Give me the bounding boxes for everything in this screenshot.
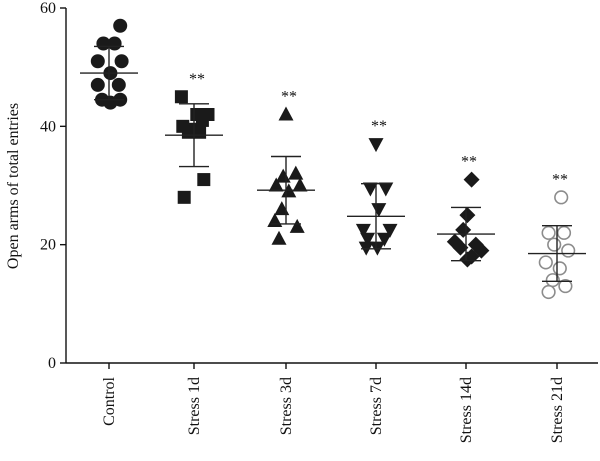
data-point [289, 218, 305, 233]
significance-label: ** [371, 118, 387, 135]
series-stress-21d: ** [528, 171, 586, 300]
data-point [113, 18, 128, 33]
series-stress-3d: ** [257, 89, 315, 245]
data-point [362, 182, 378, 197]
data-marks: ** ** ** ** ** [80, 18, 586, 300]
series-stress-14d: ** [437, 154, 495, 268]
data-point [268, 177, 284, 192]
data-point [197, 173, 211, 187]
data-point [473, 242, 490, 259]
x-tick-label: Stress 21d [549, 377, 566, 443]
data-point [455, 221, 472, 238]
significance-label: ** [189, 71, 205, 88]
data-point [111, 77, 126, 92]
significance-label: ** [552, 171, 568, 188]
data-point [181, 125, 195, 139]
x-tick-label: Stress 14d [458, 377, 475, 443]
data-point [538, 255, 553, 270]
data-point [554, 190, 569, 205]
data-point [552, 261, 567, 276]
x-tick-label: Stress 3d [278, 377, 295, 435]
data-point [193, 125, 207, 139]
data-point [459, 207, 476, 224]
significance-label: ** [281, 89, 297, 106]
data-point [90, 54, 105, 69]
data-point [114, 54, 129, 69]
data-point [452, 239, 469, 256]
data-point [378, 182, 394, 197]
data-point [463, 171, 480, 188]
y-axis-title: Open arms of total entries [5, 103, 22, 269]
y-tick-label: 40 [40, 118, 56, 135]
data-point [556, 225, 572, 240]
data-point [541, 225, 556, 240]
data-point [288, 165, 304, 180]
x-tick-label: Stress 1d [186, 377, 203, 435]
y-tick-label: 0 [48, 355, 56, 372]
significance-label: ** [461, 154, 477, 171]
data-point [278, 106, 294, 121]
data-point [275, 168, 291, 183]
data-point [371, 203, 387, 218]
series-stress-1d: ** [165, 71, 223, 204]
data-point [382, 223, 398, 238]
data-point [90, 77, 105, 92]
data-point [274, 201, 290, 216]
series-stress-7d: ** [347, 118, 405, 256]
data-point [177, 190, 191, 204]
data-point [368, 138, 384, 153]
data-point [360, 232, 376, 247]
y-tick-label: 60 [40, 0, 56, 17]
data-point [541, 284, 556, 300]
data-point [376, 232, 392, 247]
x-tick-label: Control [101, 376, 118, 425]
data-point [355, 223, 371, 238]
x-tick-label: Stress 7d [368, 377, 385, 435]
data-point [292, 177, 308, 192]
y-tick-label: 20 [40, 237, 56, 254]
series-control [80, 18, 138, 110]
data-point [174, 90, 188, 104]
data-point [561, 243, 576, 258]
data-point [547, 237, 562, 252]
axes: 0 20 40 60 Control Stress 1d Stress 3d Stress 7… [40, 0, 598, 443]
data-point [459, 251, 476, 268]
data-point [558, 278, 573, 294]
data-point [271, 230, 287, 245]
